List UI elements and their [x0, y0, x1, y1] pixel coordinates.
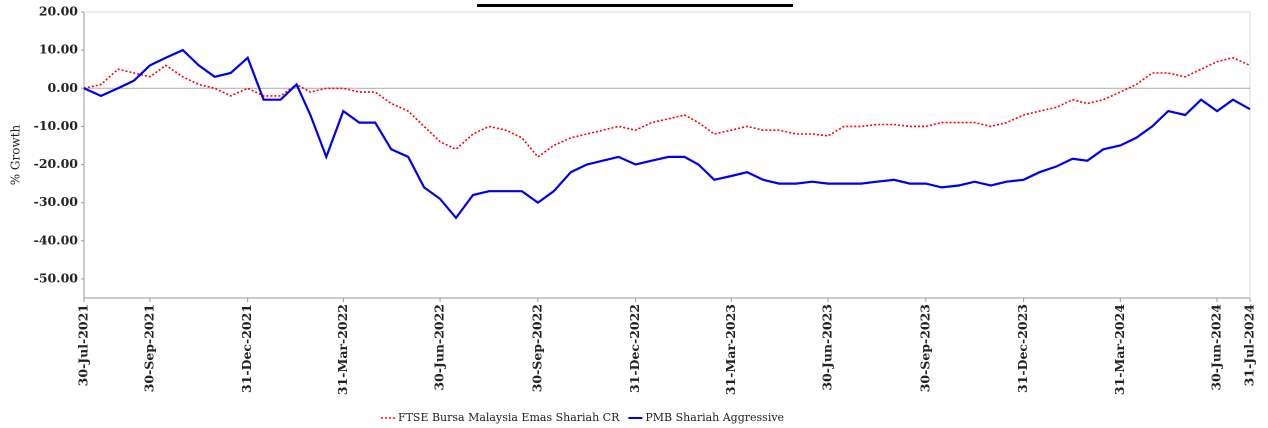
x-tick-label: 30-Jul-2021 [76, 304, 91, 386]
y-tick-label: 10.00 [39, 42, 78, 57]
x-tick-label: 30-Sep-2021 [141, 304, 156, 392]
y-tick-label: 0.00 [48, 80, 79, 95]
x-tick-label: 30-Jun-2022 [432, 304, 447, 391]
x-tick-label: 31-Mar-2022 [335, 304, 350, 395]
x-tick-label: 31-Dec-2021 [239, 304, 254, 393]
y-tick-label: -10.00 [34, 118, 79, 133]
y-axis-label: % Growth [9, 124, 23, 185]
legend-label: PMB Shariah Aggressive [645, 411, 784, 424]
y-tick-label: -20.00 [34, 156, 79, 171]
y-tick-label: -30.00 [34, 194, 79, 209]
x-tick-label: 31-Mar-2024 [1112, 304, 1127, 395]
legend-label: FTSE Bursa Malaysia Emas Shariah CR [398, 411, 620, 424]
series-line [83, 48, 1251, 220]
x-tick-label: 31-Mar-2023 [723, 304, 738, 395]
x-tick-label: 31-Dec-2022 [627, 304, 642, 393]
x-tick-label: 30-Jun-2023 [820, 304, 835, 391]
x-tick-label: 30-Sep-2023 [917, 304, 932, 392]
x-tick-label: 31-Jul-2024 [1242, 304, 1257, 387]
y-tick-label: 20.00 [39, 4, 78, 19]
x-tick-label: 31-Dec-2023 [1015, 304, 1030, 393]
x-tick-label: 30-Sep-2022 [529, 304, 544, 392]
y-tick-label: -40.00 [34, 232, 79, 247]
y-tick-label: -50.00 [34, 270, 79, 285]
x-tick-label: 30-Jun-2024 [1209, 304, 1224, 391]
title-bar [477, 4, 793, 7]
series-line [83, 56, 1251, 158]
